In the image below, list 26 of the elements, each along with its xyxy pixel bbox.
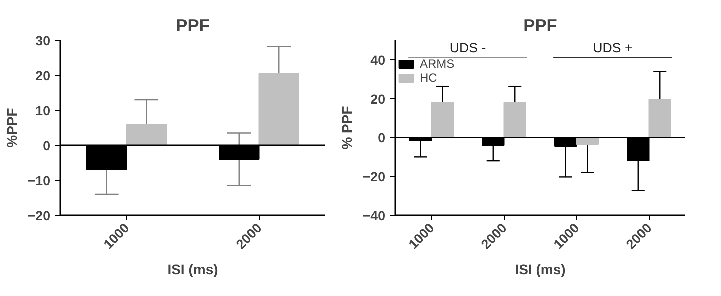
bar [504, 102, 526, 138]
y-tick-label: 10 [36, 104, 51, 118]
y-tick-label: 30 [36, 34, 51, 48]
annotation: UDS + [593, 40, 634, 56]
y-tick-label: −20 [362, 170, 386, 185]
chart-title: PPF [524, 16, 558, 36]
bar [648, 99, 672, 138]
y-axis-title: %PPF [4, 108, 20, 148]
y-tick-label: 40 [370, 52, 386, 68]
annotation: UDS - [450, 40, 486, 56]
bar [258, 73, 300, 146]
y-tick-label: 20 [36, 68, 51, 84]
x-axis-title: ISI (ms) [168, 262, 218, 278]
y-tick-label: 0 [43, 138, 51, 154]
chart-title: PPF [176, 16, 210, 36]
y-tick-label: −10 [28, 174, 50, 188]
y-tick-label: 0 [378, 130, 386, 146]
y-tick-label: −20 [28, 208, 50, 224]
legend-label: HC [420, 70, 438, 84]
bar [431, 102, 454, 138]
legend-label: ARMS [420, 56, 455, 70]
bar [126, 124, 167, 146]
x-axis-title: ISI (ms) [515, 262, 566, 278]
y-tick-label: −40 [362, 208, 386, 224]
y-tick-label: 20 [370, 92, 386, 107]
y-axis-title: % PPF [338, 106, 355, 150]
